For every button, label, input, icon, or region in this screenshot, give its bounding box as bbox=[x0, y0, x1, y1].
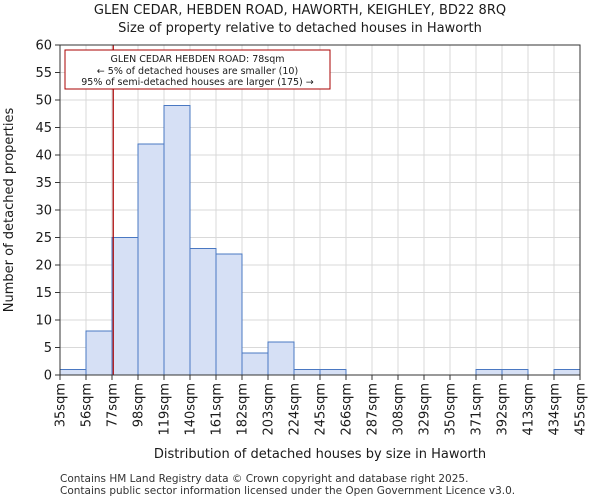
x-tick-label: 182sqm bbox=[236, 383, 251, 436]
histogram-bar bbox=[189, 248, 217, 376]
y-tick-label: 55 bbox=[35, 66, 52, 81]
x-tick-label: 119sqm bbox=[158, 383, 173, 436]
x-tick-label: 392sqm bbox=[496, 383, 511, 436]
x-tick-labels: 35sqm 56sqm 77sqm 98sqm 119sqm 140sqm 161sqm 18… bbox=[54, 375, 589, 436]
x-tick-label: 245sqm bbox=[314, 383, 329, 436]
y-tick-label: 30 bbox=[35, 204, 52, 219]
x-tick-label: 98sqm bbox=[132, 383, 147, 427]
annotation-line2: ← 5% of detached houses are smaller (10) bbox=[97, 66, 298, 77]
histogram-bar bbox=[241, 352, 269, 376]
histogram-bar bbox=[267, 341, 295, 376]
y-axis-label: Number of detached properties bbox=[2, 108, 17, 313]
histogram-bar bbox=[501, 369, 529, 376]
annotation-box: GLEN CEDAR HEBDEN ROAD: 78sqm ← 5% of de… bbox=[64, 49, 331, 90]
x-tick-label: 413sqm bbox=[522, 383, 537, 436]
y-tick-label: 0 bbox=[44, 369, 52, 384]
x-tick-label: 35sqm bbox=[54, 383, 69, 427]
histogram-bar bbox=[137, 143, 165, 376]
y-tick-label: 15 bbox=[35, 286, 52, 301]
x-tick-label: 140sqm bbox=[184, 383, 199, 436]
x-tick-label: 161sqm bbox=[210, 383, 225, 436]
histogram-bar bbox=[293, 369, 321, 376]
x-axis-label: Distribution of detached houses by size … bbox=[154, 447, 486, 462]
y-tick-label: 20 bbox=[35, 259, 52, 274]
y-tick-label: 25 bbox=[35, 231, 52, 246]
x-tick-label: 350sqm bbox=[444, 383, 459, 436]
x-tick-label: 77sqm bbox=[106, 383, 121, 427]
histogram-bar bbox=[319, 369, 347, 376]
y-tick-label: 10 bbox=[35, 314, 52, 329]
annotation-line1: GLEN CEDAR HEBDEN ROAD: 78sqm bbox=[110, 54, 284, 65]
x-tick-label: 224sqm bbox=[288, 383, 303, 436]
y-tick-label: 40 bbox=[35, 149, 52, 164]
y-tick-label: 5 bbox=[44, 341, 52, 356]
x-tick-label: 266sqm bbox=[340, 383, 355, 436]
histogram-bar bbox=[553, 369, 581, 376]
chart-title-line1: GLEN CEDAR, HEBDEN ROAD, HAWORTH, KEIGHL… bbox=[94, 3, 506, 18]
x-tick-label: 287sqm bbox=[366, 383, 381, 436]
y-tick-label: 45 bbox=[35, 121, 52, 136]
x-tick-label: 371sqm bbox=[470, 383, 485, 436]
histogram-bar bbox=[85, 330, 113, 376]
histogram-bar bbox=[111, 237, 139, 376]
bars bbox=[59, 105, 581, 376]
x-tick-label: 203sqm bbox=[262, 383, 277, 436]
x-tick-label: 434sqm bbox=[548, 383, 563, 436]
x-tick-label: 56sqm bbox=[80, 383, 95, 427]
x-tick-label: 329sqm bbox=[418, 383, 433, 436]
x-tick-label: 308sqm bbox=[392, 383, 407, 436]
y-tick-label: 50 bbox=[35, 94, 52, 109]
histogram-bar bbox=[59, 369, 87, 376]
footer-line2: Contains public sector information licen… bbox=[60, 485, 515, 497]
histogram-bar bbox=[215, 253, 243, 376]
y-tick-label: 60 bbox=[35, 39, 52, 54]
x-tick-label: 455sqm bbox=[574, 383, 589, 436]
histogram-bar bbox=[163, 105, 191, 376]
annotation-line3: 95% of semi-detached houses are larger (… bbox=[81, 77, 314, 88]
annotation-border bbox=[64, 49, 331, 90]
footer-line1: Contains HM Land Registry data © Crown c… bbox=[60, 473, 468, 485]
y-tick-labels: 0 5 10 15 20 25 30 35 40 45 50 55 60 bbox=[35, 39, 60, 384]
chart-title-line2: Size of property relative to detached ho… bbox=[118, 21, 482, 36]
histogram-bar bbox=[475, 369, 503, 376]
y-tick-label: 35 bbox=[35, 176, 52, 191]
